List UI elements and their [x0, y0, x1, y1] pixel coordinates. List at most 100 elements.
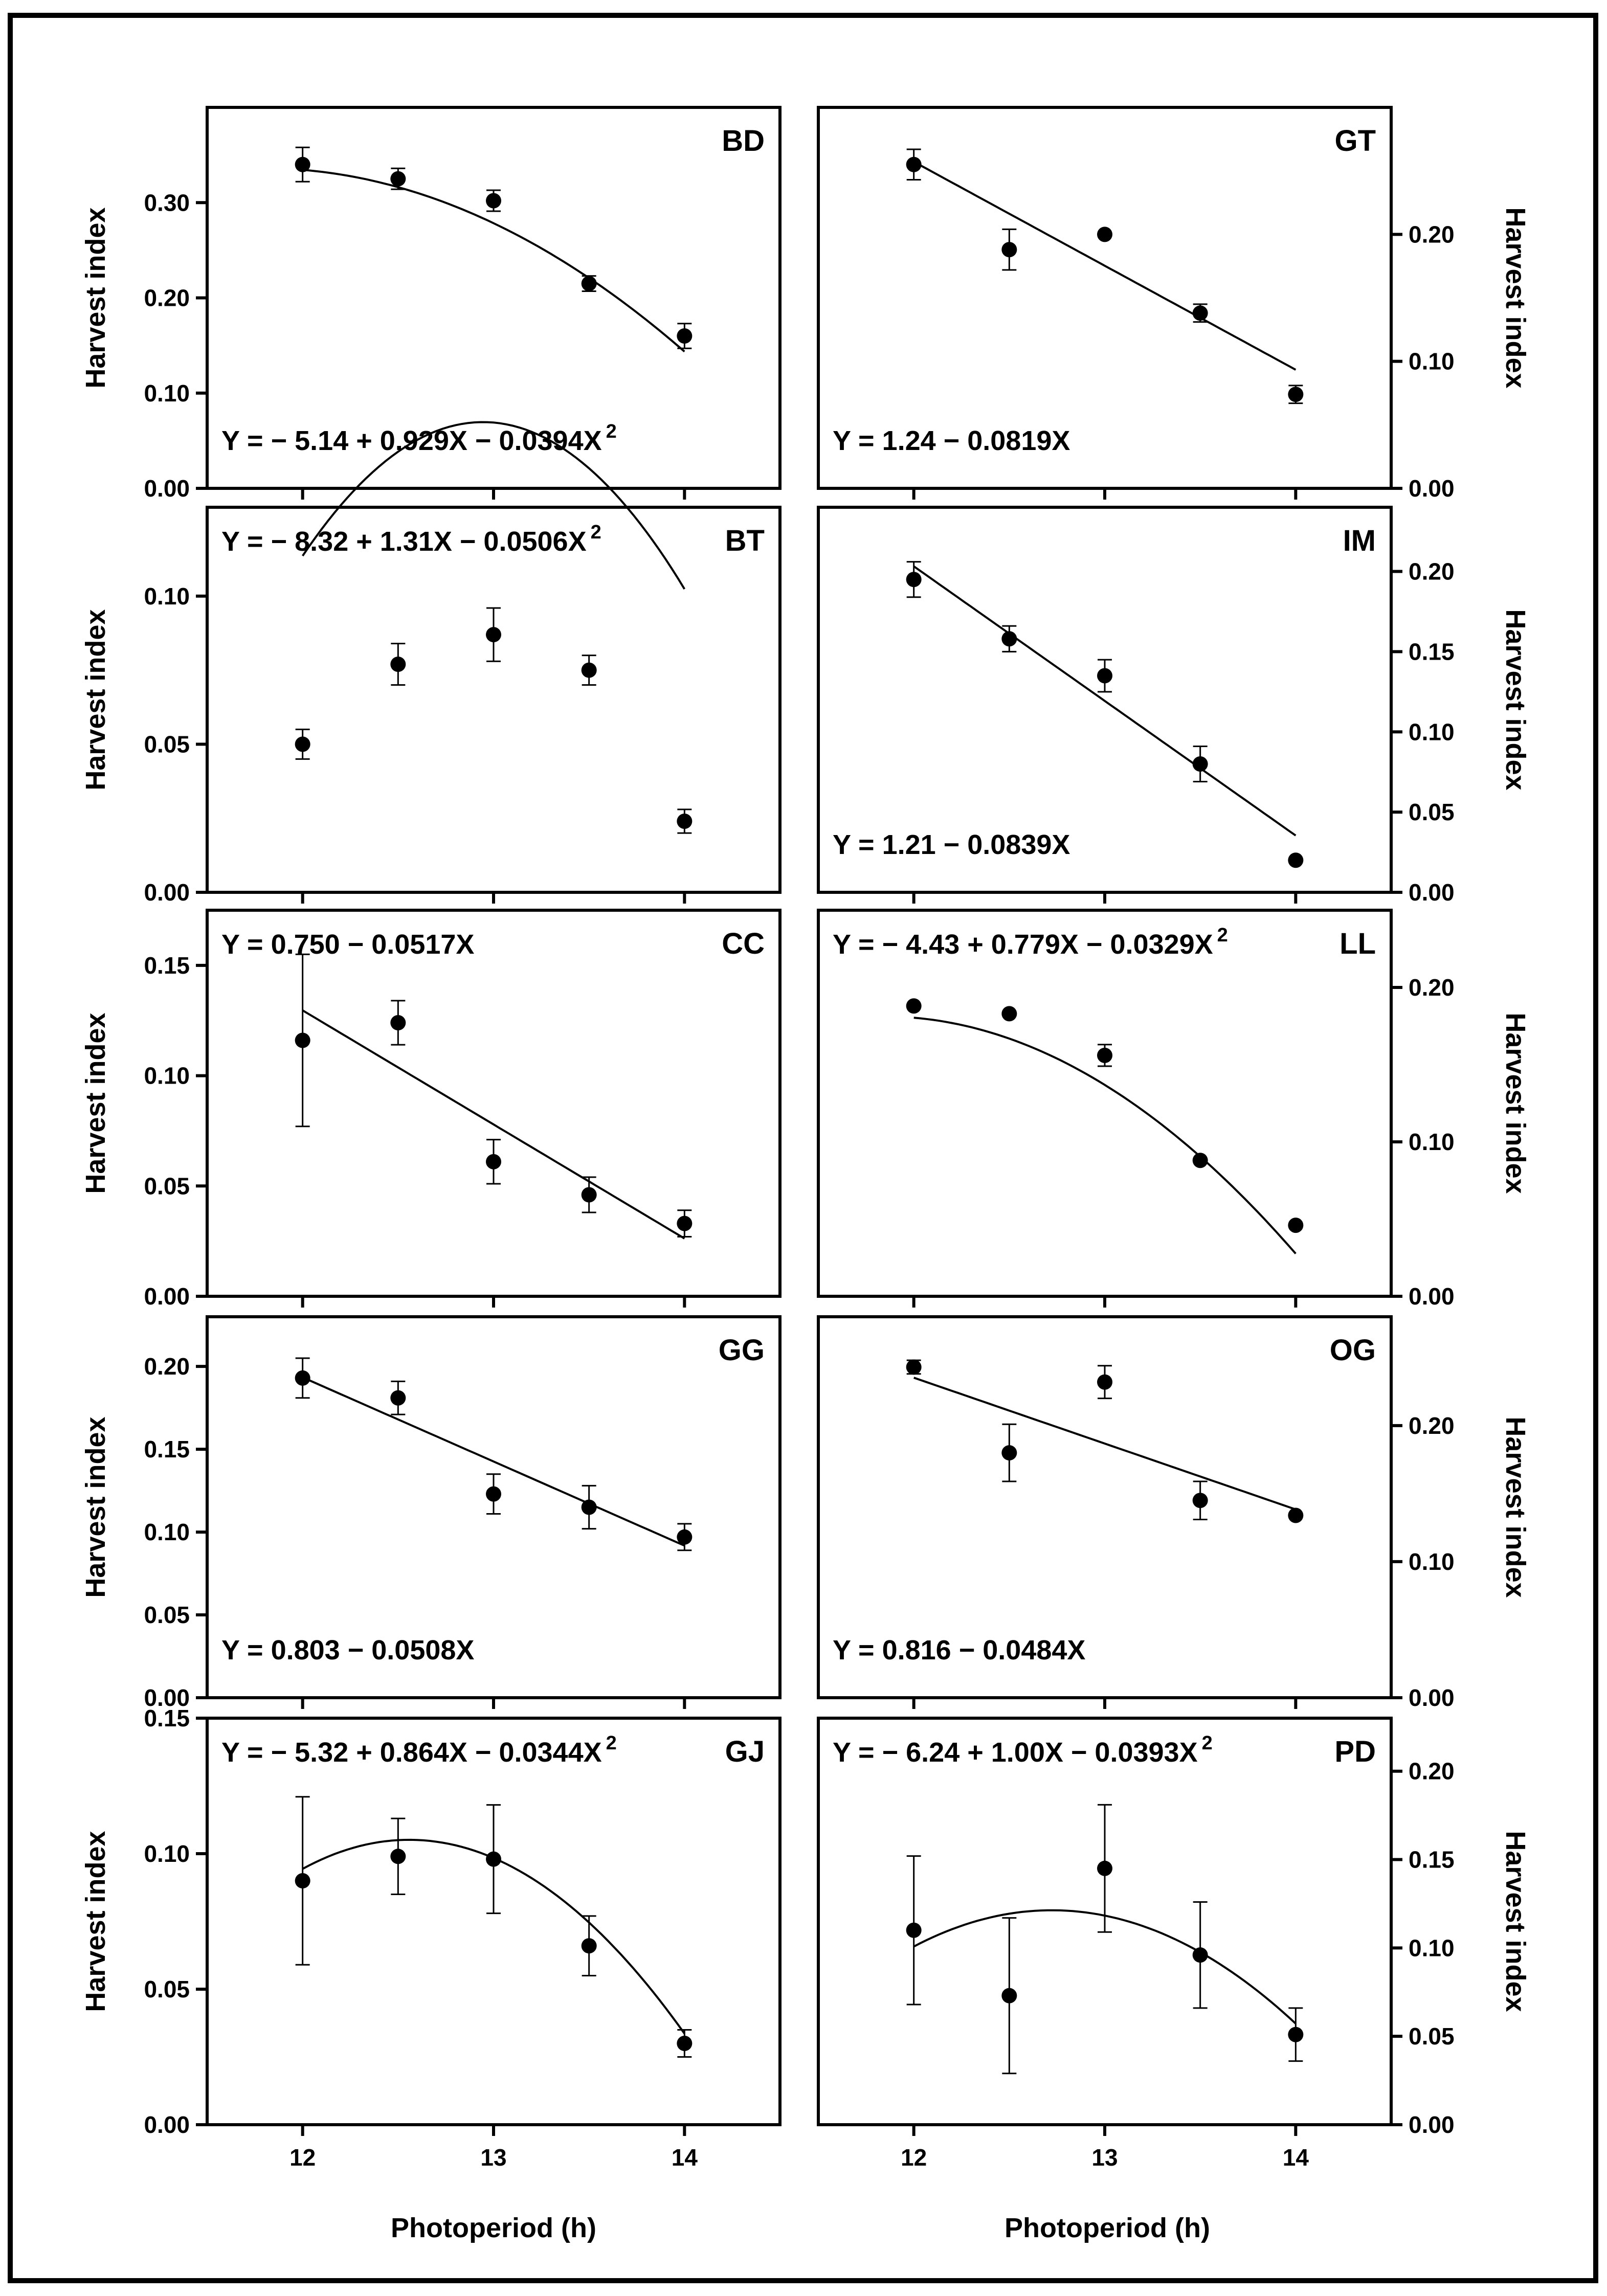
y-tick-label: 0.15 — [1409, 1847, 1455, 1873]
figure-frame — [8, 13, 1598, 2283]
data-point — [1001, 1988, 1017, 2004]
data-point — [906, 1359, 922, 1375]
y-tick-label: 0.00 — [144, 1283, 190, 1310]
panel-label: CC — [722, 927, 765, 960]
y-tick-label: 0.15 — [1409, 638, 1455, 665]
data-point — [1288, 852, 1304, 868]
data-point — [677, 1529, 693, 1545]
y-tick-label: 0.10 — [1409, 718, 1455, 745]
y-tick-label: 0.00 — [1409, 2111, 1455, 2138]
data-point — [581, 662, 597, 678]
panel-label: GJ — [725, 1735, 765, 1768]
y-tick-label: 0.05 — [144, 1976, 190, 2002]
data-point — [295, 156, 310, 172]
regression-equation: Y = − 6.24 + 1.00X − 0.0393X 2 — [833, 1732, 1213, 1768]
data-point — [390, 1849, 406, 1864]
y-axis-label: Harvest index — [80, 609, 111, 790]
data-point — [1288, 1507, 1304, 1523]
data-point — [1001, 1006, 1017, 1022]
data-point — [677, 328, 693, 344]
data-point — [390, 1015, 406, 1031]
data-point — [906, 1922, 922, 1938]
panel-label: BD — [722, 124, 765, 157]
data-point — [1192, 1947, 1208, 1963]
y-tick-label: 0.10 — [144, 1519, 190, 1545]
y-axis-label: Harvest index — [1500, 609, 1531, 790]
y-tick-label: 0.10 — [144, 1063, 190, 1089]
y-tick-label: 0.00 — [144, 879, 190, 906]
y-tick-label: 0.05 — [144, 1173, 190, 1199]
y-tick-label: 0.20 — [1409, 558, 1455, 585]
x-tick-label: 14 — [1283, 2144, 1309, 2171]
y-tick-label: 0.00 — [1409, 1283, 1455, 1310]
data-point — [486, 1851, 501, 1867]
panel-gt: 0.00 0.10 0.20 Harvest index GT Y = 1.24 − 0.… — [817, 106, 1531, 502]
regression-equation: Y = 1.21 − 0.0839X — [833, 829, 1070, 860]
y-tick-label: 0.00 — [144, 475, 190, 502]
data-point — [295, 736, 310, 752]
data-point — [906, 572, 922, 588]
y-axis-label: Harvest index — [1500, 1416, 1531, 1597]
data-point — [906, 998, 922, 1014]
x-tick-label: 14 — [672, 2144, 698, 2171]
data-point — [295, 1370, 310, 1386]
y-tick-label: 0.00 — [1409, 475, 1455, 502]
fit-curve — [302, 1009, 685, 1240]
panel-label: GG — [719, 1334, 765, 1367]
regression-equation: Y = 0.803 − 0.0508X — [221, 1635, 474, 1665]
data-point — [486, 193, 501, 209]
data-point — [1192, 305, 1208, 321]
fit-curve — [913, 1017, 1297, 1254]
y-tick-label: 0.05 — [1409, 2023, 1455, 2050]
data-point — [1097, 227, 1112, 242]
data-point — [677, 1215, 693, 1231]
regression-equation: Y = − 8.32 + 1.31X − 0.0506X 2 — [221, 522, 601, 557]
y-axis-label: Harvest index — [1500, 1831, 1531, 2012]
regression-equation: Y = − 4.43 + 0.779X − 0.0329X 2 — [833, 925, 1228, 960]
data-point — [581, 276, 597, 291]
data-point — [1001, 1445, 1017, 1461]
data-point — [1001, 631, 1017, 647]
panel-label: BT — [725, 524, 765, 557]
data-point — [295, 1873, 310, 1888]
data-point — [1192, 1153, 1208, 1168]
y-axis-label: Harvest index — [80, 207, 111, 388]
y-axis-label: Harvest index — [1500, 1012, 1531, 1194]
y-tick-label: 0.00 — [1409, 1684, 1455, 1711]
y-tick-label: 0.20 — [144, 285, 190, 311]
panel-im: 0.00 0.05 0.10 0.15 0.20 Harvest index IM Y = 1… — [817, 506, 1531, 906]
y-tick-label: 0.20 — [1409, 1758, 1455, 1785]
y-tick-label: 0.00 — [1409, 879, 1455, 906]
y-tick-label: 0.10 — [144, 583, 190, 610]
regression-equation: Y = − 5.32 + 0.864X − 0.0344X 2 — [221, 1732, 617, 1768]
y-tick-label: 0.05 — [144, 731, 190, 757]
plot-area-gj — [206, 1717, 782, 2126]
data-point — [295, 1032, 310, 1048]
plot-area-ll — [817, 909, 1393, 1298]
y-axis-label: Harvest index — [80, 1831, 111, 2012]
data-point — [677, 813, 693, 829]
data-point — [677, 2036, 693, 2051]
y-tick-label: 0.20 — [1409, 974, 1455, 1001]
fit-curve — [913, 565, 1297, 837]
data-point — [390, 656, 406, 672]
data-point — [390, 1390, 406, 1406]
fit-curve — [913, 161, 1297, 371]
x-axis-label-left: Photoperiod (h) — [391, 2213, 596, 2243]
y-tick-label: 0.00 — [144, 2111, 190, 2138]
fit-curve — [302, 1376, 685, 1547]
regression-equation: Y = 0.816 − 0.0484X — [833, 1635, 1085, 1665]
data-point — [1192, 1493, 1208, 1509]
fit-curve — [302, 169, 685, 353]
regression-equation: Y = 1.24 − 0.0819X — [833, 425, 1070, 456]
panel-label: LL — [1340, 927, 1376, 960]
regression-equation: Y = 0.750 − 0.0517X — [221, 929, 474, 960]
y-tick-label: 0.10 — [1409, 348, 1455, 375]
panel-bt: 0.00 0.05 0.10 Harvest index BT Y = − 8.32 + … — [80, 421, 782, 906]
y-tick-label: 0.15 — [144, 1436, 190, 1462]
fit-curve — [913, 1377, 1296, 1511]
data-point — [390, 171, 406, 187]
y-tick-label: 0.20 — [1409, 1412, 1455, 1439]
y-tick-label: 0.10 — [1409, 1129, 1455, 1155]
